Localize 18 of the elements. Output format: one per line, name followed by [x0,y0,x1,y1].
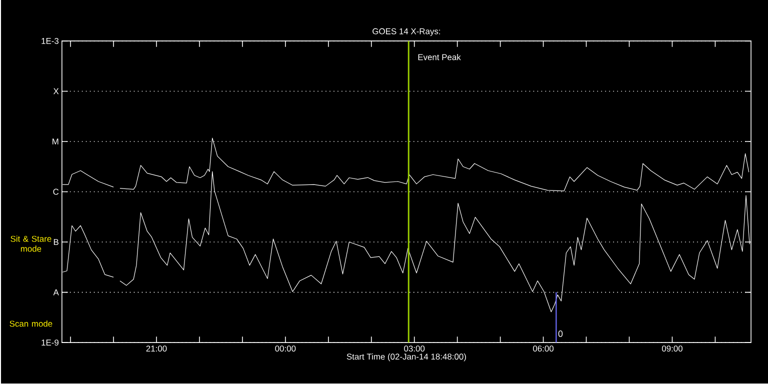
x-axis-title: Start Time (02-Jan-14 18:48:00) [346,354,466,362]
y-tick-label: X [53,88,59,94]
x-tick-label: 06:00 [533,346,554,352]
y-tick-label: A [53,290,59,296]
y-tick-label: M [52,138,58,145]
x-tick-label: 00:00 [275,346,296,352]
x-tick-label: 09:00 [662,346,682,352]
y-tick-label: 1E-9 [42,340,59,346]
x-tick-label: 21:00 [146,346,167,352]
ref-line-label: Event Peak [418,54,461,60]
y-tick-label: B [54,239,58,246]
x-tick-label: 03:00 [404,346,425,352]
text: Sit & Stare mode [10,236,52,252]
text: Scan mode [10,320,52,327]
y-tick-label: 1E-3 [42,38,59,44]
y-tick-label: C [53,189,59,195]
annotation: 0 [558,330,563,338]
chart-title: GOES 14 X-Rays: [372,28,440,36]
